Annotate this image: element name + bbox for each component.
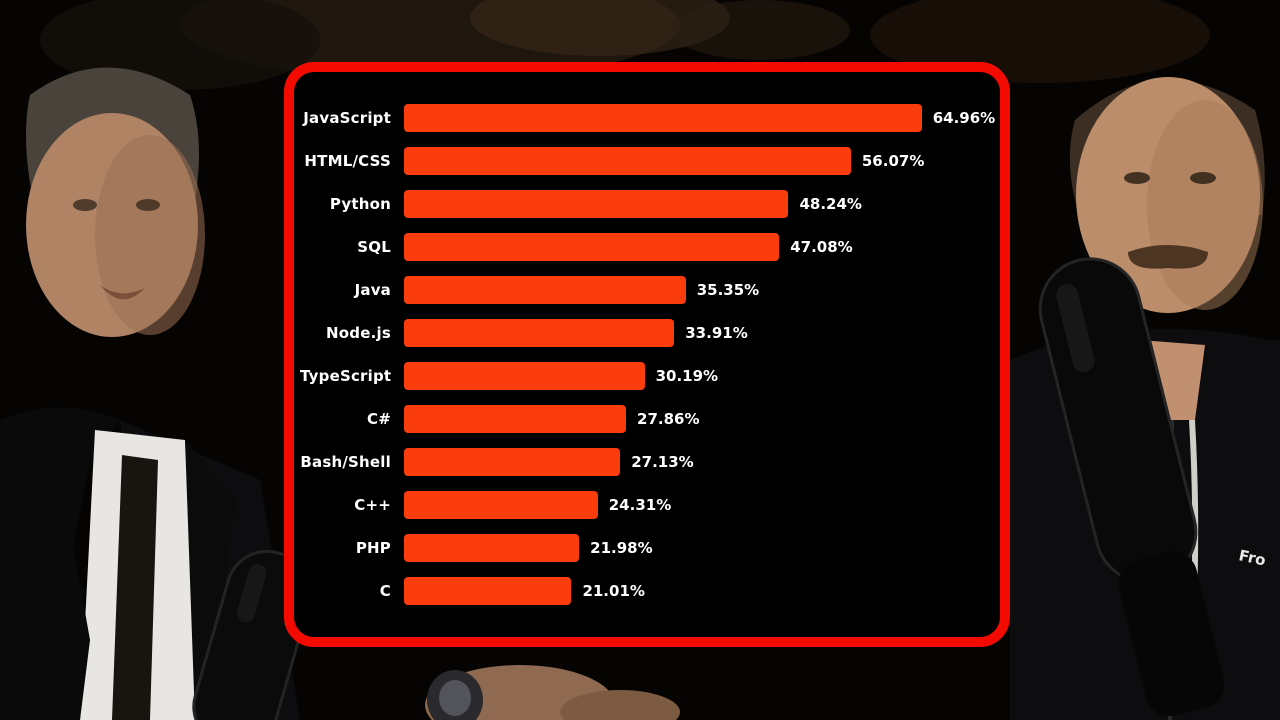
bar-track: 30.19% xyxy=(404,362,982,390)
bar xyxy=(404,405,627,434)
bar-track: 21.98% xyxy=(404,534,982,563)
bar-value: 21.98% xyxy=(590,539,653,558)
chart-row: PHP 21.98% xyxy=(300,534,982,563)
bar-value: 47.08% xyxy=(790,237,853,256)
chart-panel: JavaScript 64.96% HTML/CSS 56.07% Python 48.2… xyxy=(284,62,1010,647)
bar-track: 47.08% xyxy=(404,232,982,261)
bar-label: JavaScript xyxy=(303,108,391,127)
microphone-right-icon xyxy=(1038,257,1225,717)
bar-value: 27.86% xyxy=(637,410,700,429)
bar-value: 35.35% xyxy=(696,280,760,299)
bar-value: 48.24% xyxy=(799,194,862,213)
bar-label: TypeScript xyxy=(300,367,392,385)
bar xyxy=(404,491,598,520)
bar-label: HTML/CSS xyxy=(304,151,391,170)
bar-track: 21.01% xyxy=(404,577,982,606)
bar-value: 56.07% xyxy=(861,151,925,170)
background-bokeh xyxy=(40,0,1210,90)
bar-label: C# xyxy=(367,410,391,429)
bar-track: 56.07% xyxy=(404,146,982,175)
bar xyxy=(404,103,922,132)
hoodie-logo-text: Fro xyxy=(1237,546,1267,569)
bar-label: C++ xyxy=(354,496,391,515)
chart-row: SQL 47.08% xyxy=(300,232,982,261)
microphone-left-icon xyxy=(192,549,313,720)
bar-track: 27.86% xyxy=(404,405,982,434)
bar-value: 27.13% xyxy=(631,453,694,472)
bar-chart: JavaScript 64.96% HTML/CSS 56.07% Python 48.2… xyxy=(300,96,995,613)
hands-and-watch xyxy=(425,665,680,720)
chart-row: Java 35.35% xyxy=(300,275,982,304)
bar-value: 21.01% xyxy=(582,582,645,601)
bar-track: 27.13% xyxy=(404,448,982,477)
bar xyxy=(404,146,851,175)
chart-row: HTML/CSS 56.07% xyxy=(300,146,982,175)
bar-value: 33.91% xyxy=(685,323,748,342)
chart-row: C 21.01% xyxy=(300,577,982,606)
bar xyxy=(404,362,645,390)
chart-row: Node.js 33.91% xyxy=(300,318,982,347)
bar-label: Bash/Shell xyxy=(300,453,391,472)
chart-row: JavaScript 64.96% xyxy=(300,103,995,132)
bar-value: 24.31% xyxy=(608,496,672,515)
bar-label: SQL xyxy=(357,237,391,256)
bar xyxy=(404,577,572,606)
bar xyxy=(404,318,675,347)
chart-row: C# 27.86% xyxy=(300,405,982,434)
bar-track: 48.24% xyxy=(404,189,982,218)
bar xyxy=(404,189,789,218)
chart-row: TypeScript 30.19% xyxy=(300,362,982,391)
bar-track: 64.96% xyxy=(404,103,996,132)
bar-track: 24.31% xyxy=(404,491,982,520)
chart-row: C++ 24.31% xyxy=(300,491,982,520)
bar-label: Python xyxy=(329,194,391,213)
chart-row: Python 48.24% xyxy=(300,189,982,218)
bar-label: Java xyxy=(354,280,391,299)
bar-value: 30.19% xyxy=(655,367,719,385)
left-person-photo xyxy=(0,67,300,720)
bar xyxy=(404,534,580,563)
bar-value: 64.96% xyxy=(932,108,996,127)
chart-row: Bash/Shell 27.13% xyxy=(300,448,982,477)
bar xyxy=(404,448,621,477)
bar-label: C xyxy=(379,582,391,601)
bar-label: PHP xyxy=(355,539,391,558)
bar-track: 35.35% xyxy=(404,275,982,304)
bar xyxy=(404,232,780,261)
bar xyxy=(404,275,686,304)
bar-track: 33.91% xyxy=(404,318,982,347)
bar-label: Node.js xyxy=(326,323,391,342)
